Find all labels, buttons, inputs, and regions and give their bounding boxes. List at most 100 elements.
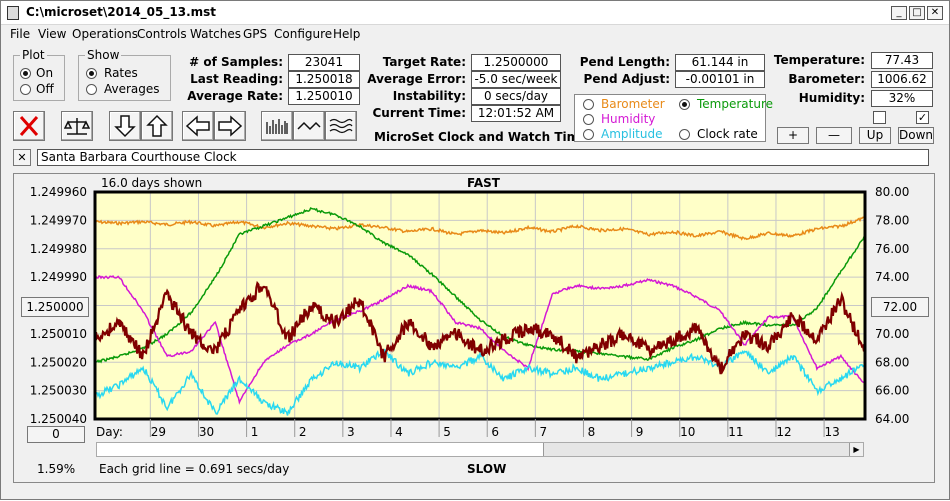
scroll-right-button[interactable] [214,111,246,141]
stop-button[interactable] [13,111,45,141]
y-right-tick-label: 80.00 [875,185,909,199]
amplitude-radio[interactable] [583,129,594,140]
last-reading-field: 1.250018 [288,71,360,88]
rate-down-button[interactable] [109,111,141,141]
show-rates-label: Rates [104,66,138,80]
y-left-tick-label: 1.249960 [30,185,87,199]
menu-gps[interactable]: GPS [243,27,268,41]
humidity-reading-label: Humidity: [798,91,865,105]
day-axis-label: Day: [96,425,123,439]
temperature-label: Temperature [697,97,774,111]
right-center-value-button[interactable]: 72.00 [871,297,929,317]
plot-group: Plot On Off [13,48,65,101]
menu-operations[interactable]: Operations [72,27,138,41]
multi-wave-button[interactable] [325,111,357,141]
instability-label: Instability: [392,89,466,103]
menu-view[interactable]: View [38,27,67,41]
x-tick-label: 30 [199,425,214,439]
pend-length-field: 61.144 in [675,54,765,71]
barometer-reading-label: Barometer: [788,72,865,86]
y-right-tick-label: 76.00 [875,242,909,256]
y-left-tick-label: 1.250040 [30,412,87,426]
scrollbar-right-arrow[interactable]: ▶ [849,443,863,456]
checkbox-left[interactable] [873,111,886,124]
slow-label: SLOW [467,462,507,476]
days-shown-label: 16.0 days shown [101,176,203,190]
menu-file[interactable]: File [10,27,31,41]
grid-line-note: Each grid line = 0.691 secs/day [99,462,290,476]
barometer-series-line [94,216,865,241]
close-window-button[interactable]: ✕ [927,6,943,20]
plot-off-radio[interactable] [20,84,31,95]
scrollbar-thumb[interactable] [97,443,544,456]
bar-graph-button[interactable] [261,111,293,141]
menu-help[interactable]: Help [333,27,361,41]
clock-rate-label: Clock rate [697,127,758,141]
balance-scale-icon [64,118,90,135]
y-left-tick-label: 1.250030 [30,384,87,398]
maximize-button[interactable]: □ [909,6,925,20]
x-tick-label: 10 [680,425,695,439]
clock-name-input[interactable]: Santa Barbara Courthouse Clock [37,149,929,166]
minus-button[interactable]: — [816,127,852,144]
amplitude-label: Amplitude [601,127,663,141]
balance-button[interactable] [61,111,93,141]
x-tick-label: 5 [443,425,451,439]
menu-watches[interactable]: Watches [190,27,241,41]
x-tick-label: 12 [776,425,791,439]
clear-clock-name-button[interactable]: ✕ [13,149,31,166]
title-bar: C:\microset\2014_05_13.mst _ □ ✕ [1,1,949,25]
percent-label: 1.59% [37,462,76,476]
minimize-button[interactable]: _ [891,6,907,20]
y-right-tick-label: 66.00 [875,384,909,398]
down-button[interactable]: Down [898,127,934,144]
plus-button[interactable]: + [777,127,809,144]
x-tick-label: 11 [728,425,743,439]
y-left-tick-label: 1.249980 [30,242,87,256]
x-tick-label: 4 [395,425,403,439]
clock-rate-radio[interactable] [679,129,690,140]
show-averages-radio[interactable] [86,84,97,95]
rate-series-line [93,280,866,375]
show-group-legend: Show [85,48,122,62]
target-rate-field[interactable]: 1.2500000 [471,54,561,71]
temperature-series-line [94,207,865,364]
checkbox-right[interactable]: ✓ [916,111,929,124]
humidity-label: Humidity [601,112,656,126]
pend-length-label: Pend Length: [579,55,670,69]
menu-bar: File View Operations Controls Watches GP… [1,25,949,45]
wave-button[interactable] [293,111,325,141]
x-tick-label: 9 [636,425,644,439]
up-button[interactable]: Up [859,127,891,144]
show-group: Show Rates Averages [78,48,171,101]
menu-controls[interactable]: Controls [137,27,187,41]
samples-field: 23041 [288,54,360,71]
plot-scrollbar[interactable]: ▶ [96,442,864,457]
pend-adjust-field[interactable]: -0.00101 in [675,71,765,88]
sensor-select-group: Barometer Temperature Humidity Amplitude… [574,94,773,142]
scroll-left-button[interactable] [182,111,214,141]
barometer-radio[interactable] [583,99,594,110]
current-time-field: 12:01:52 AM [471,105,561,122]
temperature-radio[interactable] [679,99,690,110]
plot-on-radio[interactable] [20,68,31,79]
plot-off-label: Off [36,82,54,96]
y-right-tick-label: 68.00 [875,355,909,369]
amplitude-series-line [94,348,865,416]
rate-up-button[interactable] [141,111,173,141]
humidity-radio[interactable] [583,114,594,125]
show-rates-radio[interactable] [86,68,97,79]
plot-group-legend: Plot [20,48,47,62]
arrow-up-icon [146,114,168,137]
y-right-tick-label: 74.00 [875,270,909,284]
menu-configure[interactable]: Configure [274,27,333,41]
y-right-tick-label: 70.00 [875,327,909,341]
y-left-tick-label: 1.249990 [30,270,87,284]
offset-value-button[interactable]: 0 [27,426,85,443]
x-tick-label: 7 [540,425,548,439]
barometer-label: Barometer [601,97,665,111]
arrow-right-icon [218,115,243,137]
left-center-value-button[interactable]: 1.250000 [21,297,89,317]
